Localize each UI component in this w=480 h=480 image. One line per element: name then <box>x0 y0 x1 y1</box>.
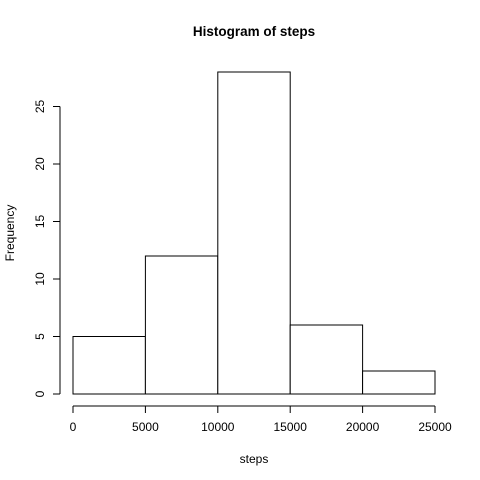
histogram-bar-2 <box>144 255 219 395</box>
histogram-bar-5 <box>362 370 436 395</box>
x-tick-label: 0 <box>70 420 77 434</box>
y-tick-label: 25 <box>33 100 47 114</box>
chart-title: Histogram of steps <box>193 24 315 39</box>
x-tick-label: 15000 <box>274 420 308 434</box>
y-tick-label: 15 <box>33 215 47 229</box>
histogram-bar-3 <box>217 71 291 395</box>
x-tick-label: 25000 <box>418 420 452 434</box>
x-tick-label: 10000 <box>201 420 235 434</box>
x-tick-label: 20000 <box>346 420 380 434</box>
histogram-bar-4 <box>289 324 364 395</box>
x-axis: 0 5000 10000 15000 20000 25000 <box>70 405 452 434</box>
y-tick-label: 0 <box>33 390 47 397</box>
x-tick-label: 5000 <box>132 420 159 434</box>
bars-group <box>72 71 436 395</box>
y-tick-label: 10 <box>33 272 47 286</box>
y-axis: 0 5 10 15 20 25 <box>33 100 61 397</box>
x-axis-label: steps <box>240 452 269 466</box>
histogram-bar-1 <box>72 336 146 395</box>
y-tick-label: 5 <box>33 333 47 340</box>
y-tick-label: 20 <box>33 157 47 171</box>
y-axis-label: Frequency <box>3 205 17 262</box>
